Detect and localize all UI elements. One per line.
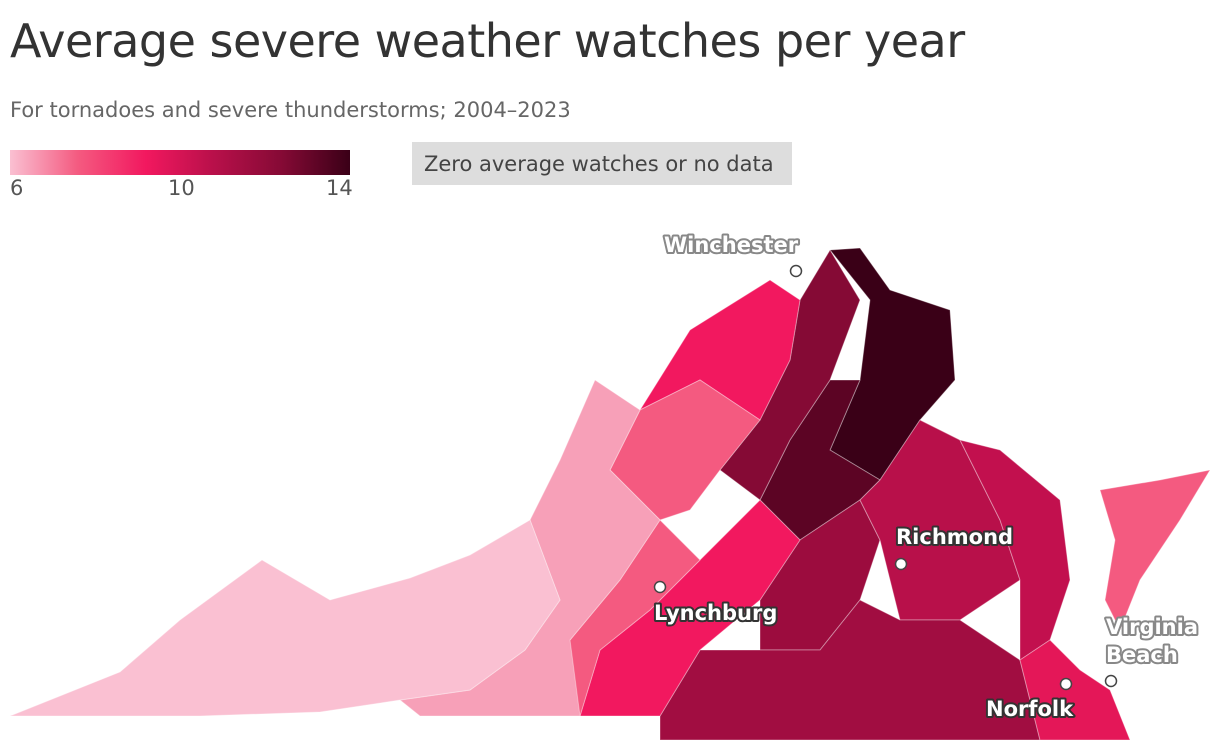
city-label-virginia-beach-line-0: Virginia	[1106, 615, 1198, 639]
city-label-winchester: Winchester	[664, 233, 799, 257]
legend-tick-max: 14	[326, 176, 353, 200]
chart-title: Average severe weather watches per year	[10, 14, 965, 68]
region-southside	[659, 599, 1041, 741]
city-dot-virginia-beach	[1104, 674, 1118, 688]
region-shenandoah-north	[638, 279, 801, 421]
legend-zero-swatch: Zero average watches or no data	[412, 142, 792, 185]
region-shenandoah-middle	[609, 379, 761, 521]
region-eastern-shore	[1099, 469, 1212, 632]
legend-zero-label: Zero average watches or no data	[424, 151, 774, 176]
legend-tick-min: 6	[10, 176, 24, 200]
city-label-richmond: Richmond	[896, 525, 1013, 549]
region-highlands	[398, 379, 661, 717]
region-southwest	[9, 519, 561, 717]
city-dot-richmond	[894, 557, 908, 571]
chart-subtitle: For tornadoes and severe thunderstorms; …	[10, 98, 571, 122]
legend-color-bar	[10, 150, 350, 175]
city-label-virginia-beach-line-1: Beach	[1106, 643, 1178, 667]
legend-tick-mid: 10	[168, 176, 195, 200]
city-dot-winchester	[789, 264, 803, 278]
city-dot-lynchburg	[653, 580, 667, 594]
city-dot-norfolk	[1059, 677, 1073, 691]
region-hampton-roads	[1019, 639, 1131, 741]
city-label-norfolk: Norfolk	[986, 697, 1074, 721]
city-label-lynchburg: Lynchburg	[654, 601, 777, 625]
